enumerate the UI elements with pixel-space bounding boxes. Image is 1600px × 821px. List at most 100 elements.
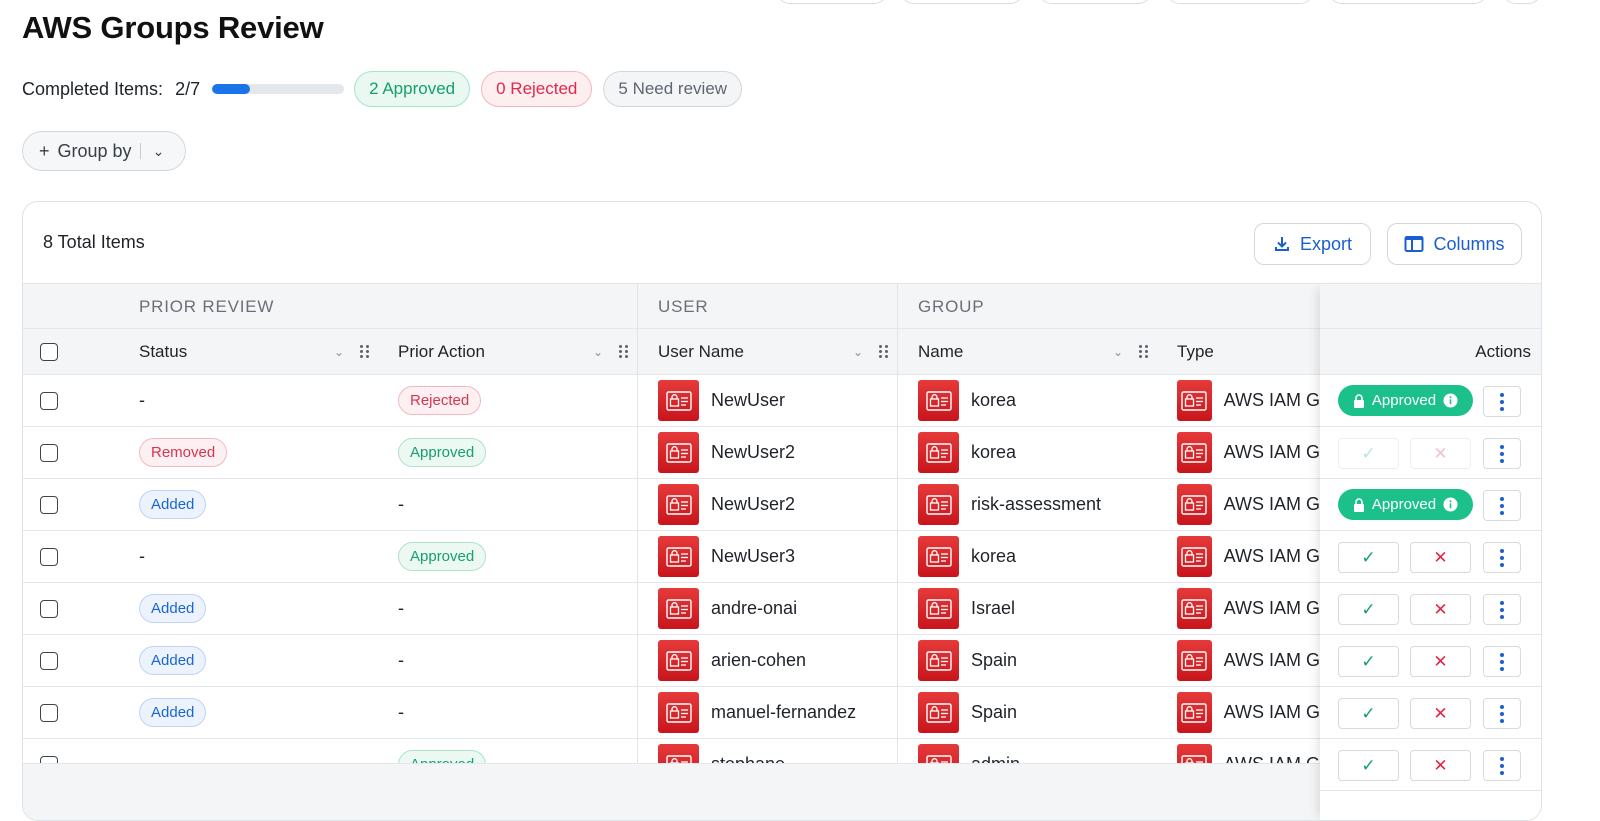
row-checkbox[interactable] [40, 548, 58, 566]
approved-chip-label: Approved [1371, 392, 1437, 409]
user-name-cell[interactable]: NewUser3 [658, 531, 795, 582]
row-checkbox[interactable] [40, 496, 58, 514]
approve-button[interactable]: ✓ [1338, 646, 1399, 677]
need-review-count-pill[interactable]: 5 Need review [603, 71, 743, 107]
user-name-cell[interactable]: NewUser2 [658, 427, 795, 478]
row-checkbox[interactable] [40, 444, 58, 462]
group-name-cell[interactable]: Spain [918, 687, 1017, 738]
top-button[interactable] [900, 0, 1024, 4]
approve-button[interactable]: ✓ [1338, 698, 1399, 729]
chevron-down-icon[interactable]: ⌄ [334, 345, 345, 359]
reject-button[interactable]: ✕ [1410, 594, 1471, 625]
drag-handle-icon[interactable] [879, 344, 889, 360]
approved-count-pill[interactable]: 2 Approved [354, 71, 471, 107]
approved-chip-label: Approved [1371, 496, 1437, 513]
approve-button[interactable]: ✓ [1338, 594, 1399, 625]
group-name-cell[interactable]: Spain [918, 635, 1017, 686]
chevron-down-icon[interactable]: ⌄ [853, 345, 864, 359]
group-name-cell[interactable]: korea [918, 531, 1016, 582]
top-button[interactable] [1166, 0, 1314, 4]
chevron-down-icon[interactable]: ⌄ [593, 345, 604, 359]
info-icon[interactable] [1443, 497, 1458, 512]
more-options-button[interactable] [1483, 386, 1521, 417]
reject-button[interactable]: ✕ [1410, 646, 1471, 677]
approved-status-chip[interactable]: Approved [1338, 489, 1473, 520]
user-name-cell[interactable]: NewUser2 [658, 479, 795, 530]
rejected-count-pill[interactable]: 0 Rejected [481, 71, 593, 107]
group-name-cell[interactable]: risk-assessment [918, 479, 1101, 530]
more-options-button[interactable] [1483, 594, 1521, 625]
aws-iam-user-icon [658, 432, 699, 473]
group-name-cell[interactable]: korea [918, 427, 1016, 478]
reject-button[interactable]: ✕ [1410, 750, 1471, 781]
table-footer [23, 763, 1541, 820]
aws-iam-group-icon [918, 536, 959, 577]
column-header-status[interactable]: Status [139, 342, 188, 361]
top-button[interactable] [1038, 0, 1152, 4]
user-name-cell[interactable]: arien-cohen [658, 635, 806, 686]
top-button[interactable] [776, 0, 888, 4]
prior-action-cell: - [398, 635, 404, 686]
table-row[interactable]: Removed Approved NewUser2 korea AWS IAM G [23, 427, 1541, 479]
more-options-button[interactable] [1483, 490, 1521, 521]
table-row[interactable]: Added - arien-cohen Spain AWS IAM G [23, 635, 1541, 687]
drag-handle-icon[interactable] [360, 344, 370, 360]
group-by-button[interactable]: + Group by ⌄ [22, 131, 186, 171]
table-row[interactable]: Added - andre-onai Israel AWS IAM G [23, 583, 1541, 635]
approve-button[interactable]: ✓ [1338, 750, 1399, 781]
actions-row: ✓ ✕ [1320, 739, 1541, 791]
reject-button[interactable]: ✕ [1410, 542, 1471, 573]
approve-button[interactable]: ✓ [1338, 438, 1399, 469]
aws-iam-group-icon [918, 484, 959, 525]
aws-iam-user-icon [658, 536, 699, 577]
user-name-cell[interactable]: andre-onai [658, 583, 797, 634]
approved-status-chip[interactable]: Approved [1338, 385, 1473, 416]
actions-row: Approved [1320, 375, 1541, 427]
column-header-row: Status ⌄ Prior Action ⌄ User Name ⌄ Name… [23, 329, 1541, 375]
status-cell: Added [139, 479, 207, 530]
reject-button[interactable]: ✕ [1410, 698, 1471, 729]
completed-count: 2/7 [175, 78, 201, 99]
row-checkbox[interactable] [40, 600, 58, 618]
user-name-cell[interactable]: NewUser [658, 375, 785, 426]
more-options-button[interactable] [1483, 438, 1521, 469]
user-name-cell[interactable]: manuel-fernandez [658, 687, 856, 738]
divider [139, 143, 141, 159]
type-cell: AWS IAM G [1177, 583, 1320, 634]
more-options-button[interactable] [1483, 646, 1521, 677]
top-button[interactable] [1328, 0, 1488, 4]
columns-icon [1404, 236, 1424, 252]
column-header-name[interactable]: Name [918, 342, 964, 361]
group-name-cell[interactable]: Israel [918, 583, 1015, 634]
table-row[interactable]: - Rejected NewUser korea AWS IAM G [23, 375, 1541, 427]
drag-handle-icon[interactable] [1139, 344, 1149, 360]
table-row[interactable]: Added - NewUser2 risk-assessment AWS IAM G [23, 479, 1541, 531]
row-checkbox[interactable] [40, 392, 58, 410]
type-cell: AWS IAM G [1177, 375, 1320, 426]
more-options-button[interactable] [1483, 698, 1521, 729]
aws-iam-user-icon [658, 380, 699, 421]
status-cell: Added [139, 583, 207, 634]
info-icon[interactable] [1443, 393, 1458, 408]
reject-button[interactable]: ✕ [1410, 438, 1471, 469]
drag-handle-icon[interactable] [619, 344, 629, 360]
top-button[interactable] [1502, 0, 1542, 4]
group-name-cell[interactable]: korea [918, 375, 1016, 426]
chevron-down-icon[interactable]: ⌄ [1113, 345, 1124, 359]
kebab-menu-icon [1500, 600, 1504, 619]
row-checkbox[interactable] [40, 704, 58, 722]
table-row[interactable]: Added - manuel-fernandez Spain AWS IAM G [23, 687, 1541, 739]
column-header-user-name[interactable]: User Name [658, 342, 744, 361]
approve-button[interactable]: ✓ [1338, 542, 1399, 573]
select-all-checkbox[interactable] [40, 343, 58, 361]
column-header-type[interactable]: Type [1177, 342, 1214, 361]
column-header-prior-action[interactable]: Prior Action [398, 342, 485, 361]
more-options-button[interactable] [1483, 542, 1521, 573]
export-button[interactable]: Export [1254, 223, 1371, 265]
more-options-button[interactable] [1483, 750, 1521, 781]
lock-icon [1353, 393, 1364, 408]
columns-button[interactable]: Columns [1387, 223, 1522, 265]
group-name: korea [971, 546, 1017, 566]
row-checkbox[interactable] [40, 652, 58, 670]
table-row[interactable]: - Approved NewUser3 korea AWS IAM G [23, 531, 1541, 583]
